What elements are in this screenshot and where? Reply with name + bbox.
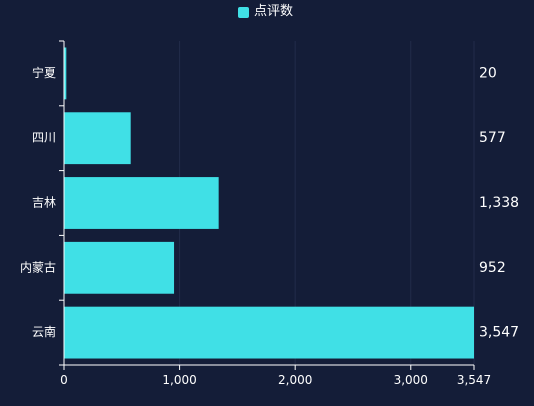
value-label-3: 952	[479, 260, 506, 276]
category-label-2: 吉林	[32, 196, 56, 210]
x-tick-label-2: 2,000	[278, 373, 312, 387]
value-label-0: 20	[479, 65, 497, 81]
legend[interactable]: 点评数	[238, 4, 293, 20]
bar-0	[64, 47, 67, 100]
x-tick-label-1: 1,000	[162, 373, 196, 387]
bar-3	[64, 241, 175, 294]
legend-label: 点评数	[254, 4, 294, 19]
bar-2	[64, 177, 219, 229]
bar-1	[64, 112, 131, 165]
x-tick-label-0: 0	[60, 373, 68, 387]
x-tick-label-3: 3,000	[394, 373, 428, 387]
x-tick-label-4: 3,547	[457, 373, 491, 387]
category-label-4: 云南	[32, 324, 56, 339]
category-label-1: 四川	[32, 131, 56, 145]
value-label-2: 1,338	[479, 195, 519, 211]
category-label-3: 内蒙古	[20, 259, 56, 274]
legend-swatch	[238, 6, 249, 18]
value-label-1: 577	[479, 130, 506, 146]
category-label-0: 宁夏	[32, 65, 56, 80]
bar-4	[64, 306, 474, 359]
value-label-4: 3,547	[479, 325, 519, 341]
